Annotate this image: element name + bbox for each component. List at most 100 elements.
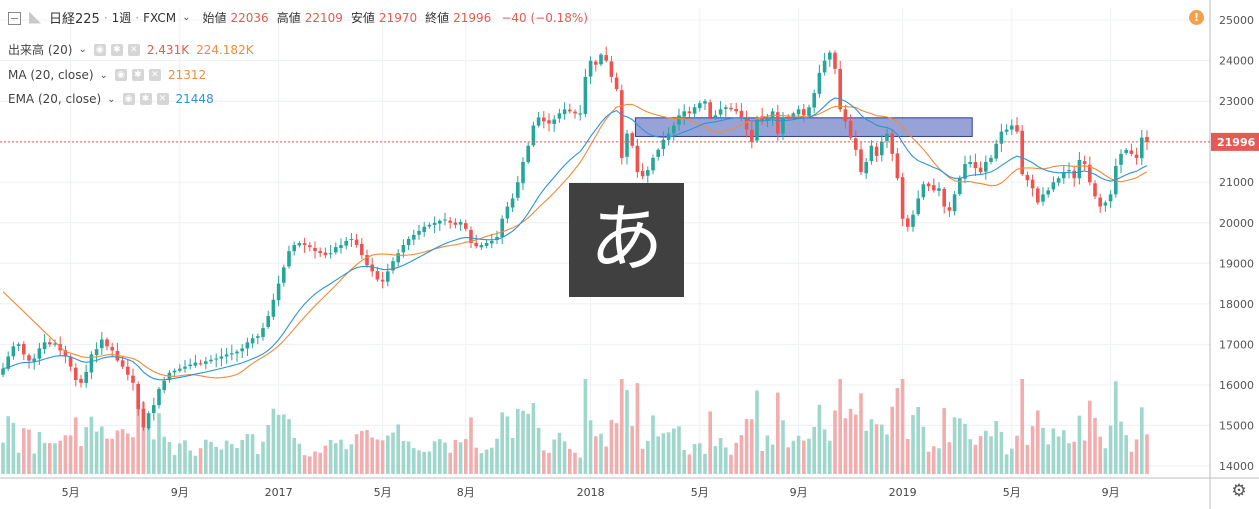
candle-body: [911, 214, 915, 227]
volume-bar: [651, 415, 655, 474]
collapse-icon[interactable]: [8, 12, 21, 25]
y-tick-label: 14000: [1219, 460, 1254, 473]
candle-body: [479, 245, 484, 248]
candle-body: [136, 383, 140, 410]
candle-body: [391, 261, 395, 271]
remove-icon[interactable]: ✕: [156, 93, 169, 105]
volume-bar: [724, 447, 728, 474]
volume-bar: [224, 440, 229, 474]
volume-bar: [16, 452, 21, 474]
volume-bar: [500, 412, 504, 474]
volume-bar: [812, 426, 816, 474]
volume-bar: [609, 419, 614, 474]
ema-indicator-label[interactable]: EMA (20, close): [8, 92, 102, 106]
candle-body: [963, 164, 967, 179]
gear-icon[interactable]: ⚙: [1231, 481, 1247, 501]
candle-body: [183, 366, 187, 369]
ma-indicator-label[interactable]: MA (20, close): [8, 68, 94, 82]
volume-bar: [302, 455, 307, 474]
candle-body: [22, 343, 26, 355]
candle-body: [942, 188, 946, 207]
candle-body: [1072, 170, 1076, 179]
candle-body: [141, 408, 146, 428]
last-price-badge: [1211, 132, 1259, 151]
settings-icon[interactable]: ✱: [139, 93, 152, 105]
volume-bar: [490, 447, 494, 474]
volume-bar: [245, 434, 250, 474]
candle-body: [323, 252, 328, 256]
volume-bar: [479, 453, 484, 474]
volume-bar: [495, 438, 499, 474]
volume-bar: [318, 452, 322, 474]
x-tick-label: 9月: [1102, 486, 1120, 499]
symbol-name[interactable]: 日経225: [49, 12, 100, 27]
candle-body: [63, 350, 68, 357]
volume-bar: [89, 416, 94, 474]
volume-bar: [126, 433, 130, 474]
chevron-down-icon[interactable]: ⌄: [99, 69, 108, 81]
chevron-down-icon[interactable]: ⌄: [107, 93, 116, 105]
volume-bar: [94, 431, 99, 474]
volume-bar: [1145, 434, 1149, 474]
candle-body: [588, 60, 593, 77]
candlesticks: [1, 46, 1149, 431]
settings-icon[interactable]: ✱: [110, 43, 123, 56]
volume-bar: [1124, 435, 1128, 474]
candle-body: [84, 371, 88, 383]
volume-bar: [37, 431, 42, 474]
volume-bar: [874, 424, 879, 474]
x-tick-label: 5月: [691, 486, 709, 499]
source-label[interactable]: FXCM: [143, 10, 177, 25]
volume-bar: [22, 428, 26, 474]
volume-bar: [235, 448, 239, 474]
visibility-icon[interactable]: ◉: [122, 93, 135, 105]
candle-body: [1134, 154, 1139, 158]
candle-body: [952, 194, 957, 212]
volume-bar: [734, 442, 738, 474]
candle-body: [713, 115, 718, 118]
volume-bar: [349, 444, 354, 474]
chevron-down-icon[interactable]: ⌄: [182, 12, 191, 23]
candle-body: [708, 102, 712, 118]
candle-body: [500, 218, 504, 238]
interval-label[interactable]: 1週: [111, 11, 132, 25]
visibility-icon[interactable]: ◉: [114, 69, 127, 81]
candle-body: [282, 267, 286, 283]
volume-bar: [958, 418, 962, 474]
candle-body: [427, 224, 432, 227]
candle-body: [1056, 178, 1061, 183]
candle-body: [672, 125, 676, 134]
candle-body: [474, 242, 478, 247]
moving-average-lines: [2, 97, 1148, 381]
low-value: 21970: [378, 10, 418, 25]
volume-bar: [672, 428, 676, 474]
candle-body: [349, 238, 354, 240]
candle-body: [1129, 150, 1134, 154]
candle-body: [656, 149, 660, 157]
volume-bar: [604, 446, 608, 474]
candle-body: [1015, 125, 1019, 132]
remove-icon[interactable]: ✕: [148, 69, 161, 81]
volume-bar: [890, 406, 894, 474]
volume-bar: [464, 439, 468, 474]
volume-bar: [973, 444, 978, 474]
candle-body: [1041, 194, 1045, 202]
volume-bar: [859, 393, 863, 474]
candle-body: [1077, 159, 1082, 179]
volume-bar: [994, 421, 998, 474]
candle-body: [328, 253, 333, 255]
volume-bar: [968, 439, 972, 474]
remove-icon[interactable]: ✕: [127, 43, 140, 56]
candle-body: [921, 184, 926, 198]
volume-bar: [115, 430, 120, 474]
candle-body: [448, 220, 452, 223]
volume-bar: [1025, 444, 1030, 474]
visibility-icon[interactable]: ◉: [93, 43, 106, 56]
candle-body: [1025, 175, 1030, 181]
settings-icon[interactable]: ✱: [131, 69, 144, 81]
warning-icon[interactable]: !: [1189, 10, 1204, 25]
chevron-down-icon[interactable]: ⌄: [78, 44, 87, 55]
ma-legend: MA (20, close) ⌄ ◉ ✱ ✕ 21312: [8, 68, 206, 82]
volume-indicator-label[interactable]: 出来高 (20): [8, 43, 73, 57]
